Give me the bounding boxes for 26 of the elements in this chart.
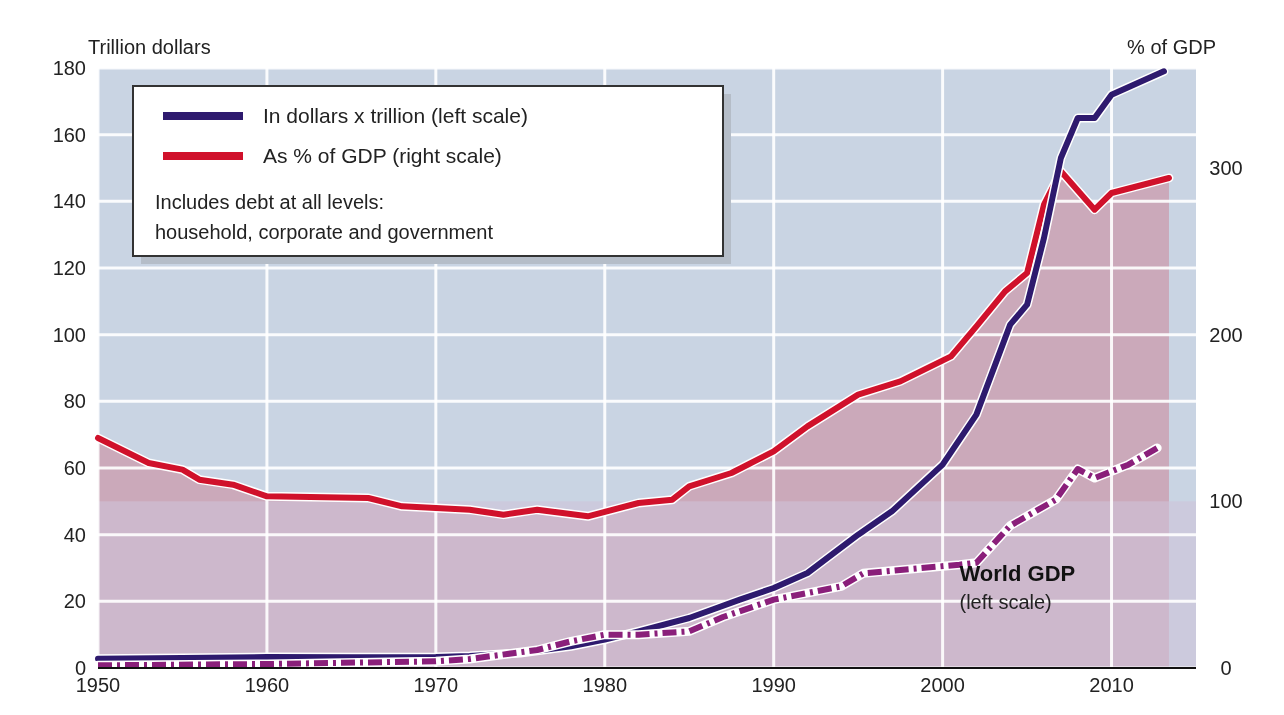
x-tick-label: 1970 — [413, 674, 459, 696]
annotation: (left scale) — [959, 591, 1052, 614]
x-tick-label: 2010 — [1089, 674, 1134, 696]
y-tick-label: 60 — [63, 457, 86, 479]
y2-tick-label: 200 — [1209, 323, 1243, 346]
x-tick-label: 1980 — [582, 674, 628, 696]
x-tick-label: 1960 — [244, 674, 290, 696]
annotation: Includes debt at all levels: household, corporate and government — [155, 191, 494, 243]
y-tick-label: 160 — [52, 123, 86, 146]
y2-axis-title: % of GDP — [1127, 36, 1216, 58]
y-tick-label: 100 — [52, 323, 86, 346]
y-tick-label: 140 — [52, 190, 86, 213]
x-tick-label: 2000 — [920, 674, 965, 696]
y-tick-label: 20 — [63, 590, 86, 613]
y2-tick-label: 0 — [1220, 657, 1232, 679]
y-tick-label: 180 — [52, 57, 86, 79]
legend-label: In dollars x trillion (left scale) — [263, 104, 528, 128]
y-tick-label: 40 — [63, 523, 86, 546]
x-tick-label: 1990 — [751, 674, 796, 696]
legend-label: As % of GDP (right scale) — [263, 144, 502, 168]
y2-tick-label: 100 — [1209, 490, 1243, 513]
y-axis-title: Trillion dollars — [88, 36, 211, 58]
y2-tick-label: 300 — [1209, 157, 1243, 179]
y-tick-label: 120 — [52, 257, 86, 279]
series-label: World GDP — [959, 561, 1076, 587]
y-tick-label: 80 — [63, 390, 86, 413]
